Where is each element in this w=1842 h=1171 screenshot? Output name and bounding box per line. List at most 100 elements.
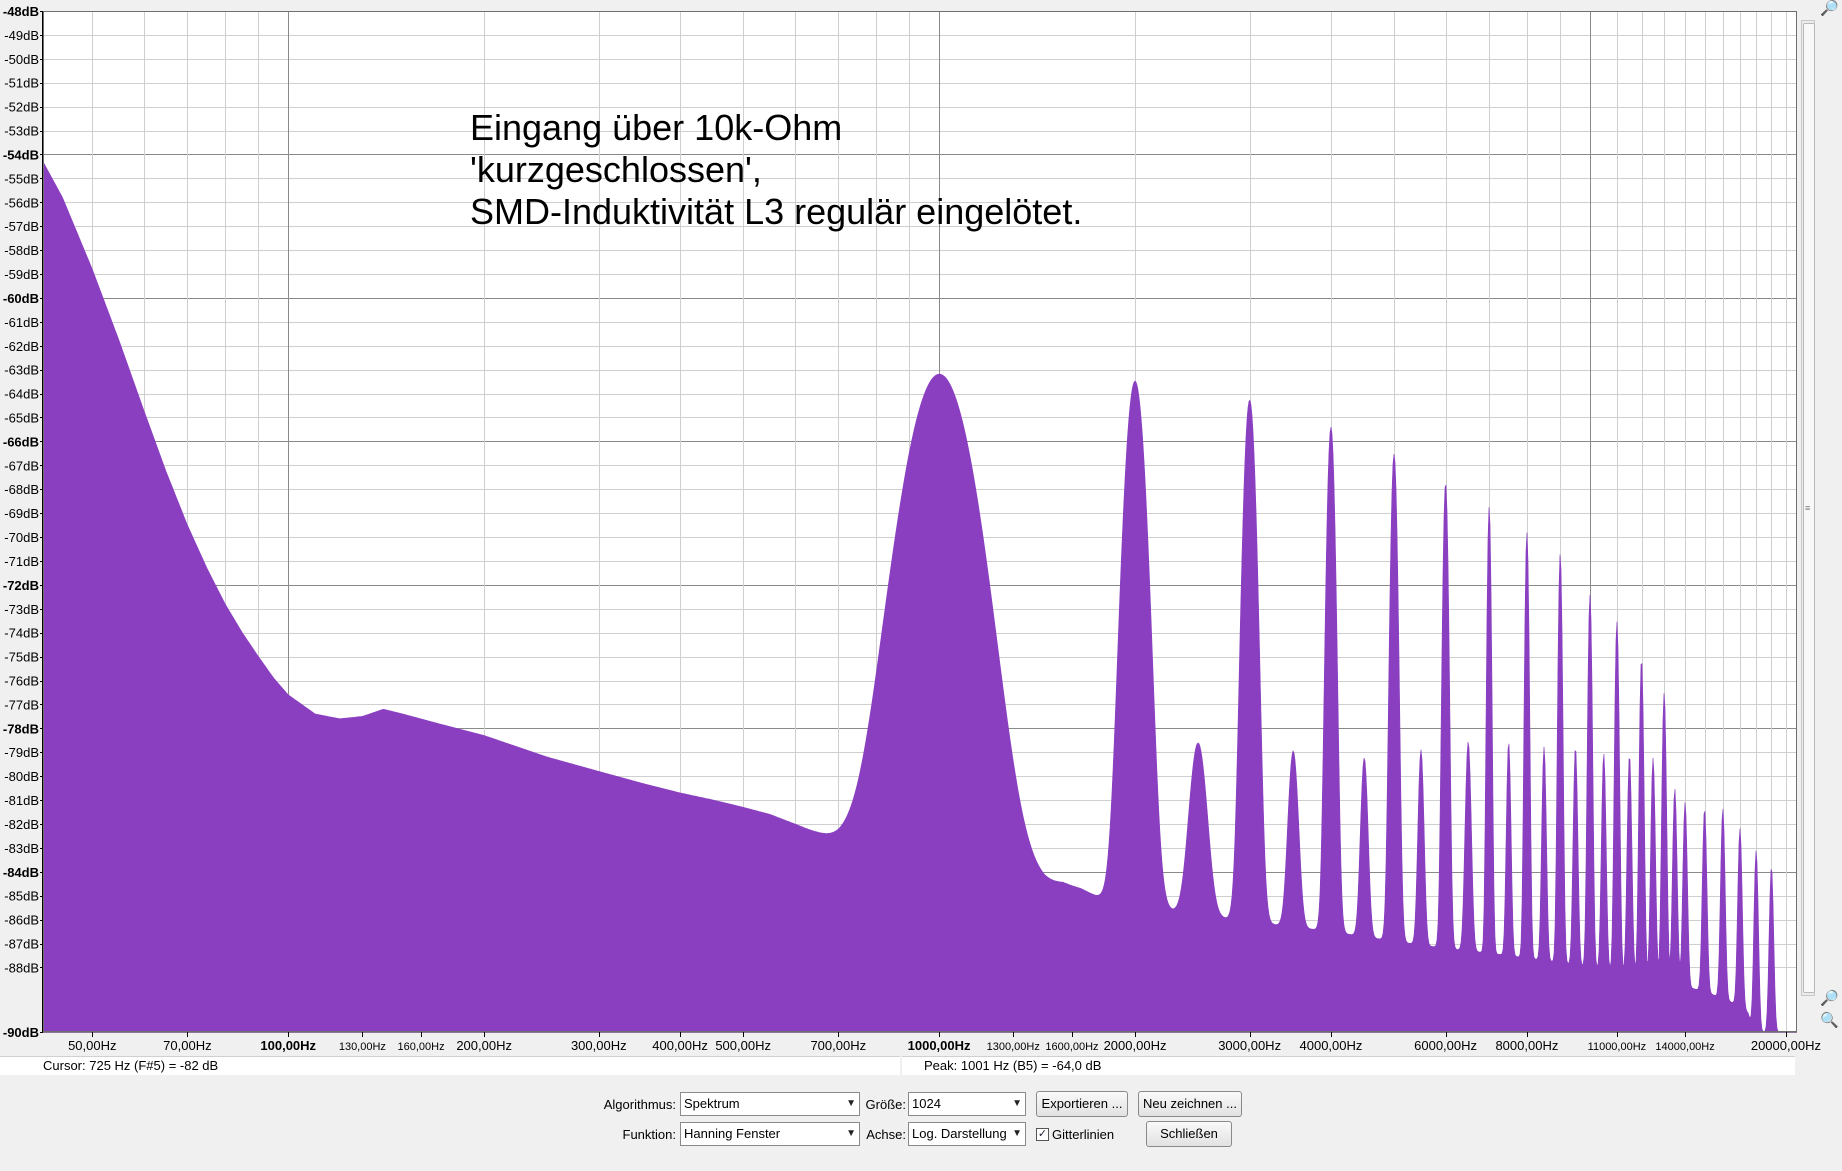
- x-tick-label: 50,00Hz: [68, 1038, 116, 1053]
- y-tick-label: -88dB: [4, 960, 39, 975]
- redraw-button[interactable]: Neu zeichnen ...: [1138, 1091, 1242, 1117]
- status-peak-cell: Peak: 1001 Hz (B5) = -64,0 dB: [902, 1056, 1795, 1075]
- x-tick-label: 700,00Hz: [810, 1038, 866, 1053]
- x-tick-label: 160,00Hz: [398, 1041, 445, 1053]
- y-tick-label: -63dB: [4, 363, 39, 378]
- status-cursor-cell: Cursor: 725 Hz (F#5) = -82 dB: [0, 1056, 900, 1075]
- status-bar: Cursor: 725 Hz (F#5) = -82 dB Peak: 1001…: [0, 1056, 1842, 1075]
- y-tick-label: -78dB: [3, 721, 39, 736]
- annotation-line: SMD-Induktivität L3 regulär eingelötet.: [470, 191, 1083, 232]
- y-tick-label: -53dB: [4, 124, 39, 139]
- zoom-in-icon[interactable]: 🔎: [1820, 0, 1839, 17]
- zoom-out-icon[interactable]: 🔍: [1820, 1012, 1839, 1029]
- y-tick-label: -67dB: [4, 458, 39, 473]
- axis-value: Log. Darstellung: [912, 1126, 1007, 1141]
- vertical-scrollbar[interactable]: ≡: [1801, 20, 1815, 996]
- algorithm-select[interactable]: Spektrum ▼: [680, 1092, 860, 1116]
- y-tick-label: -82dB: [4, 817, 39, 832]
- export-button[interactable]: Exportieren ...: [1036, 1091, 1128, 1117]
- y-axis: -48dB -49dB -50dB -51dB -52dB -53dB -54dB -55dB…: [3, 4, 43, 1040]
- algorithm-label: Algorithmus:: [603, 1097, 676, 1112]
- y-tick-label: -62dB: [4, 339, 39, 354]
- y-tick-label: -85dB: [4, 889, 39, 904]
- x-tick-label: 4000,00Hz: [1300, 1038, 1363, 1053]
- size-value: 1024: [912, 1096, 941, 1111]
- y-tick-label: -54dB: [3, 147, 39, 162]
- y-tick-label: -81dB: [4, 793, 39, 808]
- y-tick-label: -66dB: [3, 434, 39, 449]
- y-tick-label: -74dB: [4, 626, 39, 641]
- y-tick-label: -65dB: [4, 410, 39, 425]
- y-tick-label: -48dB: [3, 4, 39, 19]
- axis-label: Achse:: [866, 1127, 906, 1142]
- x-tick-label: 3000,00Hz: [1218, 1038, 1281, 1053]
- y-tick-label: -60dB: [3, 291, 39, 306]
- y-tick-label: -56dB: [4, 195, 39, 210]
- function-select[interactable]: Hanning Fenster ▼: [680, 1122, 860, 1146]
- y-tick-label: -83dB: [4, 841, 39, 856]
- y-tick-label: -59dB: [4, 267, 39, 282]
- y-tick-label: -64dB: [4, 387, 39, 402]
- scrollbar-thumb[interactable]: ≡: [1803, 23, 1815, 993]
- x-tick-label: 20000,00Hz: [1751, 1038, 1821, 1053]
- x-tick-label: 14000,00Hz: [1655, 1041, 1714, 1053]
- y-tick-label: -75dB: [4, 650, 39, 665]
- function-value: Hanning Fenster: [684, 1126, 781, 1141]
- chevron-down-icon: ▼: [1012, 1098, 1022, 1109]
- x-tick-label: 70,00Hz: [163, 1038, 211, 1053]
- close-button[interactable]: Schließen: [1146, 1121, 1232, 1147]
- axis-select[interactable]: Log. Darstellung ▼: [908, 1122, 1026, 1146]
- grip-icon: ≡: [1805, 503, 1811, 513]
- y-tick-label: -50dB: [4, 52, 39, 67]
- chevron-down-icon: ▼: [1012, 1128, 1022, 1139]
- x-tick-label: 2000,00Hz: [1104, 1038, 1167, 1053]
- y-tick-label: -61dB: [4, 315, 39, 330]
- grid-checkbox-label[interactable]: Gitterlinien: [1052, 1127, 1115, 1142]
- y-tick-label: -90dB: [3, 1025, 39, 1040]
- y-tick-label: -69dB: [4, 506, 39, 521]
- zoom-in-icon[interactable]: 🔎: [1820, 990, 1839, 1007]
- function-label: Funktion:: [622, 1127, 676, 1142]
- chevron-down-icon: ▼: [846, 1098, 856, 1109]
- x-tick-label: 6000,00Hz: [1414, 1038, 1477, 1053]
- y-tick-label: -73dB: [4, 602, 39, 617]
- annotation-line: Eingang über 10k-Ohm: [470, 107, 843, 148]
- y-tick-label: -80dB: [4, 769, 39, 784]
- x-tick-label: 500,00Hz: [715, 1038, 771, 1053]
- y-tick-label: -52dB: [4, 100, 39, 115]
- x-tick-label: 130,00Hz: [339, 1041, 386, 1053]
- y-tick-label: -68dB: [4, 482, 39, 497]
- plot-border: [43, 11, 1797, 1032]
- x-axis: 50,00Hz 70,00Hz 100,00Hz 130,00Hz 160,00Hz 20…: [68, 1032, 1821, 1053]
- y-tick-label: -70dB: [4, 530, 39, 545]
- y-tick-label: -58dB: [4, 243, 39, 258]
- size-label: Größe:: [865, 1097, 906, 1112]
- y-tick-label: -51dB: [4, 76, 39, 91]
- grid-checkbox[interactable]: ✓: [1036, 1128, 1049, 1141]
- x-tick-label: 100,00Hz: [260, 1038, 316, 1053]
- chevron-down-icon: ▼: [846, 1128, 856, 1139]
- annotation-text: Eingang über 10k-Ohm 'kurzgeschlossen', …: [470, 107, 1082, 233]
- x-tick-label: 200,00Hz: [456, 1038, 512, 1053]
- y-tick-label: -55dB: [4, 171, 39, 186]
- x-tick-label: 1000,00Hz: [908, 1038, 971, 1053]
- annotation-line: 'kurzgeschlossen',: [470, 149, 762, 190]
- x-tick-label: 300,00Hz: [571, 1038, 627, 1053]
- y-tick-label: -72dB: [3, 578, 39, 593]
- x-tick-label: 1600,00Hz: [1045, 1041, 1098, 1053]
- cursor-readout: Cursor: 725 Hz (F#5) = -82 dB: [43, 1058, 219, 1073]
- y-tick-label: -76dB: [4, 674, 39, 689]
- y-tick-label: -49dB: [4, 28, 39, 43]
- algorithm-value: Spektrum: [684, 1096, 740, 1111]
- y-tick-label: -86dB: [4, 913, 39, 928]
- spectrum-area: [42, 161, 1797, 1033]
- x-tick-label: 11000,00Hz: [1588, 1041, 1647, 1053]
- spectrum-plot[interactable]: -48dB -49dB -50dB -51dB -52dB -53dB -54dB -55dB…: [0, 0, 1842, 1056]
- y-tick-label: -87dB: [4, 937, 39, 952]
- y-tick-label: -79dB: [4, 745, 39, 760]
- x-tick-label: 400,00Hz: [652, 1038, 708, 1053]
- y-tick-label: -77dB: [4, 697, 39, 712]
- size-select[interactable]: 1024 ▼: [908, 1092, 1026, 1116]
- x-tick-label: 8000,00Hz: [1495, 1038, 1558, 1053]
- y-tick-label: -71dB: [4, 554, 39, 569]
